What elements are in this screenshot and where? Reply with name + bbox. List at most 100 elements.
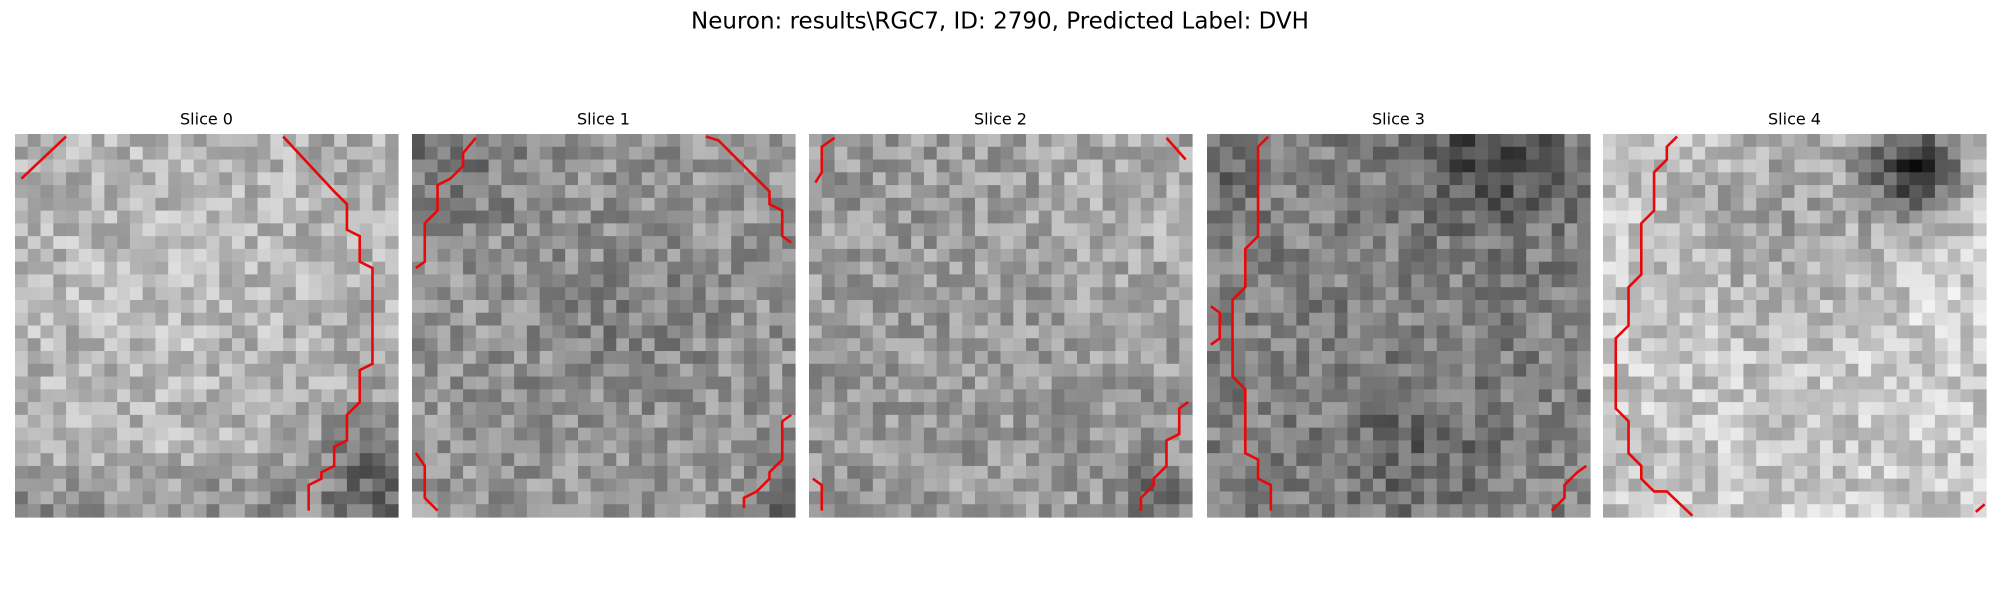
pixel bbox=[1947, 414, 1962, 429]
pixel bbox=[295, 427, 310, 441]
pixel bbox=[1807, 274, 1821, 288]
pixel bbox=[1666, 159, 1681, 173]
pixel bbox=[539, 465, 554, 480]
pixel bbox=[1309, 236, 1323, 250]
pixel bbox=[1347, 185, 1361, 199]
pixel bbox=[1449, 299, 1463, 314]
pixel bbox=[1794, 197, 1808, 212]
pixel bbox=[1283, 376, 1297, 390]
pixel bbox=[1232, 453, 1246, 467]
pixel bbox=[372, 465, 386, 480]
pixel bbox=[15, 363, 29, 378]
pixel bbox=[1166, 134, 1180, 148]
pixel bbox=[450, 389, 464, 403]
pixel bbox=[1309, 414, 1323, 429]
pixel bbox=[756, 248, 771, 263]
pixel bbox=[1717, 338, 1732, 352]
pixel bbox=[1768, 376, 1783, 390]
pixel bbox=[1922, 134, 1936, 148]
pixel bbox=[1089, 274, 1104, 288]
pixel bbox=[1424, 363, 1438, 378]
pixel bbox=[974, 236, 989, 250]
pixel bbox=[488, 376, 502, 390]
pixel bbox=[1449, 491, 1463, 505]
pixel bbox=[1743, 134, 1757, 148]
pixel bbox=[1973, 504, 1987, 518]
pixel bbox=[104, 338, 118, 352]
pixel bbox=[66, 223, 80, 237]
pixel bbox=[1896, 312, 1910, 327]
pixel bbox=[501, 261, 515, 276]
pixel bbox=[769, 159, 783, 173]
pixel bbox=[91, 478, 105, 493]
pixel bbox=[1871, 159, 1885, 173]
pixel bbox=[1487, 248, 1502, 263]
pixel bbox=[1845, 440, 1859, 454]
pixel bbox=[1398, 261, 1412, 276]
pixel bbox=[1526, 312, 1540, 327]
pixel bbox=[168, 491, 182, 505]
pixel bbox=[1128, 427, 1142, 441]
pixel bbox=[1436, 287, 1451, 301]
pixel bbox=[1628, 440, 1642, 454]
pixel bbox=[295, 261, 310, 276]
pixel bbox=[180, 287, 195, 301]
pixel bbox=[847, 325, 861, 339]
pixel bbox=[450, 440, 464, 454]
pixel bbox=[1768, 427, 1783, 441]
pixel bbox=[53, 325, 67, 339]
pixel bbox=[1717, 159, 1732, 173]
pixel bbox=[1245, 376, 1259, 390]
pixel bbox=[1947, 185, 1962, 199]
pixel bbox=[372, 261, 386, 276]
pixel bbox=[731, 376, 745, 390]
pixel bbox=[603, 172, 617, 186]
pixel bbox=[1436, 223, 1451, 237]
pixel bbox=[129, 274, 144, 288]
pixel bbox=[1743, 274, 1757, 288]
pixel bbox=[385, 274, 399, 288]
pixel bbox=[1026, 197, 1040, 212]
pixel bbox=[949, 223, 963, 237]
pixel bbox=[372, 248, 386, 263]
pixel bbox=[155, 338, 169, 352]
pixel bbox=[1705, 261, 1719, 276]
pixel bbox=[756, 274, 771, 288]
pixel bbox=[78, 465, 93, 480]
pixel bbox=[1385, 414, 1400, 429]
pixel bbox=[1513, 389, 1527, 403]
pixel bbox=[15, 414, 29, 429]
pixel bbox=[821, 210, 836, 224]
pixel bbox=[1526, 453, 1540, 467]
pixel bbox=[501, 223, 515, 237]
pixel bbox=[782, 491, 796, 505]
pixel bbox=[437, 299, 451, 314]
pixel bbox=[1768, 223, 1783, 237]
pixel bbox=[949, 338, 963, 352]
pixel bbox=[1064, 491, 1078, 505]
pixel bbox=[1871, 465, 1885, 480]
pixel bbox=[129, 478, 144, 493]
pixel bbox=[1794, 274, 1808, 288]
pixel bbox=[1064, 287, 1078, 301]
pixel bbox=[91, 402, 105, 416]
pixel bbox=[1743, 287, 1757, 301]
pixel bbox=[1334, 465, 1349, 480]
pixel bbox=[450, 134, 464, 148]
pixel bbox=[180, 414, 195, 429]
pixel bbox=[232, 453, 246, 467]
pixel bbox=[1309, 248, 1323, 263]
pixel bbox=[412, 363, 426, 378]
pixel bbox=[987, 210, 1002, 224]
pixel bbox=[1487, 465, 1502, 480]
pixel bbox=[1449, 248, 1463, 263]
pixel bbox=[193, 172, 208, 186]
pixel bbox=[412, 402, 426, 416]
pixel bbox=[257, 351, 271, 365]
pixel bbox=[1513, 363, 1527, 378]
pixel bbox=[1692, 159, 1706, 173]
pixel bbox=[731, 325, 745, 339]
pixel bbox=[1089, 223, 1104, 237]
pixel bbox=[898, 146, 912, 161]
pixel bbox=[526, 197, 541, 212]
